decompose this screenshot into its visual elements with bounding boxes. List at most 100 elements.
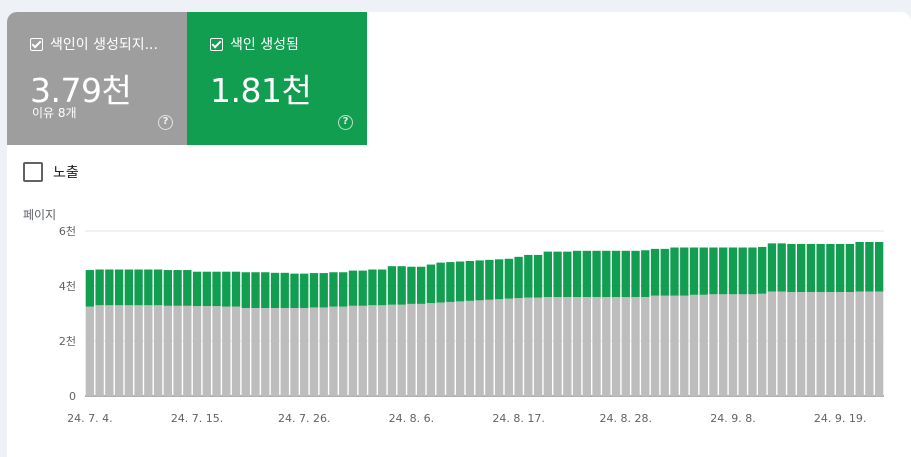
bar-not-indexed[interactable]: [826, 292, 835, 396]
bar-not-indexed[interactable]: [563, 297, 572, 396]
bar-indexed[interactable]: [261, 272, 270, 308]
bar-not-indexed[interactable]: [105, 305, 114, 396]
bar-indexed[interactable]: [378, 269, 387, 306]
bar-indexed[interactable]: [416, 266, 426, 304]
bar-indexed[interactable]: [124, 269, 134, 306]
bar-indexed[interactable]: [709, 247, 718, 295]
bar-indexed[interactable]: [826, 243, 835, 293]
help-icon[interactable]: ?: [158, 115, 173, 130]
bar-indexed[interactable]: [650, 248, 660, 296]
bar-not-indexed[interactable]: [378, 305, 387, 396]
bar-indexed[interactable]: [202, 271, 211, 307]
bar-not-indexed[interactable]: [95, 305, 104, 396]
bar-indexed[interactable]: [475, 260, 484, 301]
bar-not-indexed[interactable]: [787, 292, 796, 396]
indexed-tile[interactable]: 색인 생성됨 1.81천 ?: [187, 12, 367, 145]
bar-not-indexed[interactable]: [222, 306, 231, 396]
bar-not-indexed[interactable]: [183, 305, 192, 396]
bar-not-indexed[interactable]: [728, 294, 738, 396]
bar-not-indexed[interactable]: [485, 299, 494, 396]
bar-indexed[interactable]: [504, 258, 514, 299]
bar-not-indexed[interactable]: [748, 294, 757, 396]
bar-indexed[interactable]: [602, 250, 611, 297]
bar-not-indexed[interactable]: [300, 308, 309, 396]
bar-indexed[interactable]: [777, 243, 786, 292]
bar-not-indexed[interactable]: [680, 295, 689, 396]
bar-indexed[interactable]: [524, 254, 533, 298]
bar-indexed[interactable]: [680, 247, 689, 296]
bar-not-indexed[interactable]: [241, 308, 250, 396]
bar-indexed[interactable]: [797, 243, 806, 293]
bar-indexed[interactable]: [173, 270, 182, 306]
bar-not-indexed[interactable]: [329, 306, 338, 396]
bar-indexed[interactable]: [397, 266, 406, 305]
bar-not-indexed[interactable]: [689, 294, 699, 396]
bar-not-indexed[interactable]: [124, 305, 134, 396]
bar-not-indexed[interactable]: [251, 308, 260, 396]
bar-not-indexed[interactable]: [114, 305, 124, 396]
bar-indexed[interactable]: [611, 250, 621, 297]
bar-not-indexed[interactable]: [387, 304, 397, 396]
bar-not-indexed[interactable]: [290, 308, 299, 396]
bar-not-indexed[interactable]: [436, 302, 445, 397]
bar-indexed[interactable]: [95, 269, 104, 306]
bar-indexed[interactable]: [738, 247, 747, 295]
bar-indexed[interactable]: [300, 273, 309, 308]
bar-indexed[interactable]: [212, 271, 221, 307]
bar-indexed[interactable]: [465, 260, 475, 301]
bar-indexed[interactable]: [728, 247, 738, 295]
bar-indexed[interactable]: [270, 272, 280, 308]
bar-not-indexed[interactable]: [446, 301, 455, 396]
bar-indexed[interactable]: [572, 250, 582, 297]
bar-not-indexed[interactable]: [280, 308, 289, 396]
bar-not-indexed[interactable]: [602, 297, 611, 396]
bar-not-indexed[interactable]: [709, 294, 718, 396]
bar-not-indexed[interactable]: [153, 305, 163, 396]
bar-not-indexed[interactable]: [134, 305, 143, 396]
bar-indexed[interactable]: [436, 262, 445, 303]
bar-not-indexed[interactable]: [621, 297, 630, 396]
bar-indexed[interactable]: [358, 270, 367, 306]
bar-indexed[interactable]: [621, 250, 630, 297]
bar-indexed[interactable]: [387, 266, 397, 305]
bar-not-indexed[interactable]: [611, 297, 621, 396]
bar-not-indexed[interactable]: [719, 294, 728, 396]
bar-indexed[interactable]: [641, 250, 650, 297]
bar-not-indexed[interactable]: [85, 306, 95, 396]
bar-indexed[interactable]: [543, 251, 553, 297]
bar-not-indexed[interactable]: [465, 300, 475, 396]
bar-not-indexed[interactable]: [144, 305, 153, 396]
bar-not-indexed[interactable]: [455, 301, 465, 396]
bar-not-indexed[interactable]: [475, 300, 484, 396]
bar-not-indexed[interactable]: [533, 297, 543, 396]
bar-indexed[interactable]: [134, 269, 143, 306]
bar-not-indexed[interactable]: [494, 299, 504, 396]
bar-indexed[interactable]: [105, 269, 114, 306]
bar-not-indexed[interactable]: [319, 307, 328, 396]
bar-indexed[interactable]: [816, 243, 825, 293]
bar-not-indexed[interactable]: [641, 297, 650, 396]
bar-indexed[interactable]: [855, 242, 864, 292]
bar-not-indexed[interactable]: [631, 297, 640, 396]
bar-indexed[interactable]: [806, 243, 816, 293]
bar-not-indexed[interactable]: [865, 291, 874, 397]
bar-indexed[interactable]: [553, 251, 562, 297]
bar-indexed[interactable]: [222, 271, 231, 307]
bar-not-indexed[interactable]: [553, 297, 562, 396]
bar-indexed[interactable]: [309, 273, 319, 308]
bar-indexed[interactable]: [758, 246, 767, 294]
bar-indexed[interactable]: [319, 273, 328, 308]
bar-not-indexed[interactable]: [660, 295, 669, 396]
indexed-checkbox-icon[interactable]: [210, 37, 223, 51]
bar-indexed[interactable]: [368, 269, 377, 306]
bar-indexed[interactable]: [329, 272, 338, 307]
bar-not-indexed[interactable]: [797, 292, 806, 396]
bar-indexed[interactable]: [241, 272, 250, 308]
impressions-checkbox[interactable]: [23, 162, 43, 182]
bar-not-indexed[interactable]: [504, 298, 514, 396]
bar-not-indexed[interactable]: [339, 306, 348, 396]
bar-not-indexed[interactable]: [358, 305, 367, 396]
bar-not-indexed[interactable]: [416, 303, 426, 396]
bar-indexed[interactable]: [660, 248, 669, 296]
bar-indexed[interactable]: [251, 272, 260, 308]
